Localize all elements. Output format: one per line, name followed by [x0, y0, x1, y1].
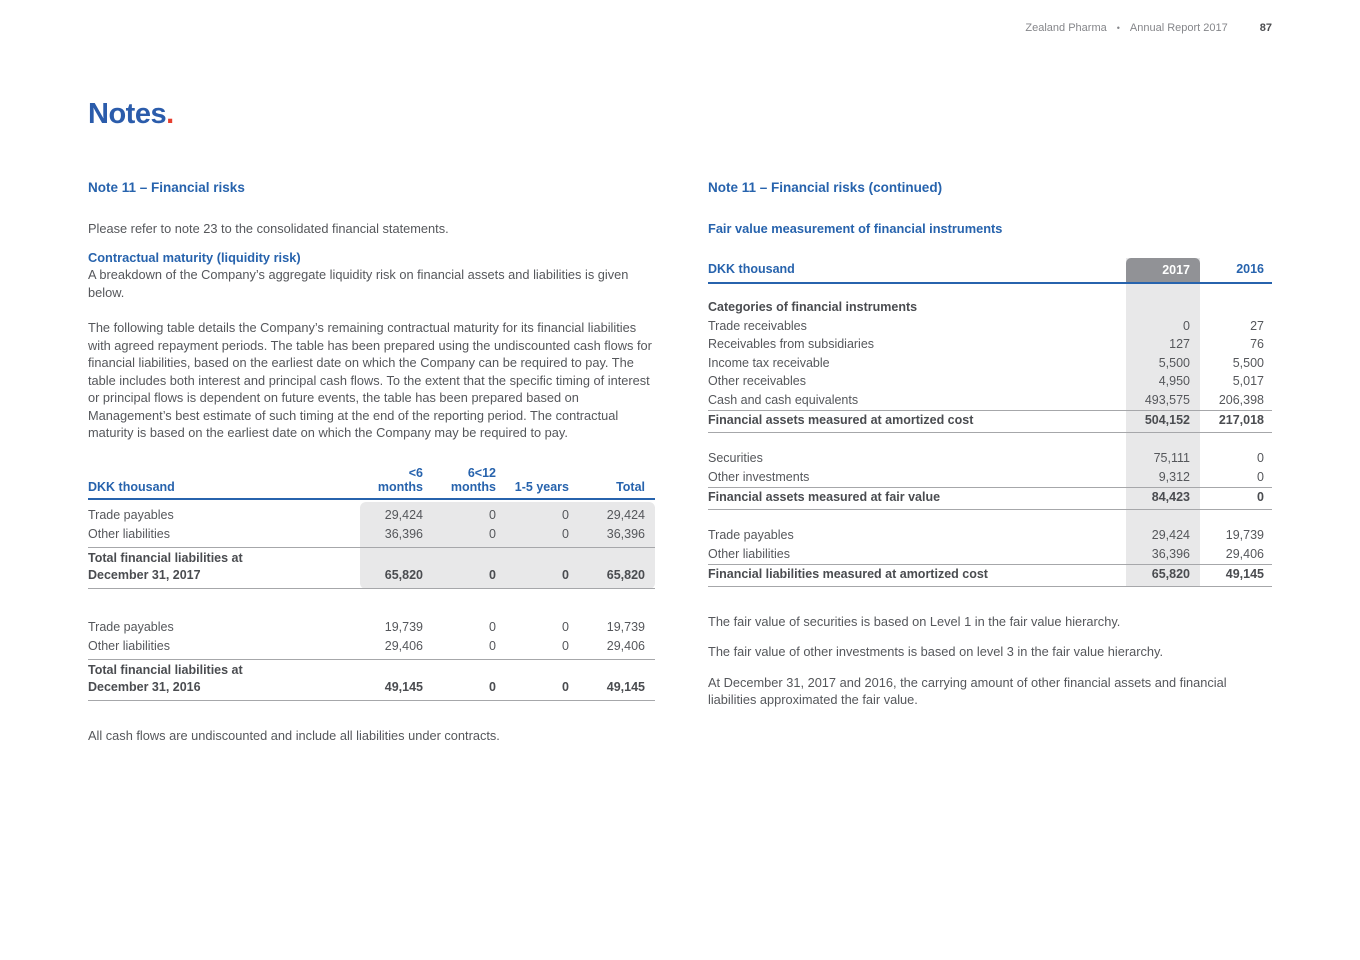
column-header-2017: 2017: [1126, 257, 1200, 282]
table-row: Trade receivables 0 27: [708, 318, 1264, 333]
table-row: Cash and cash equivalents 493,575 206,39…: [708, 392, 1264, 407]
fair-value-subheading: Fair value measurement of financial inst…: [708, 221, 1003, 236]
page-title-text: Notes: [88, 98, 167, 130]
column-header-unit: DKK thousand: [708, 261, 795, 276]
right-column: Note 11 – Financial risks (continued) Fa…: [708, 180, 1272, 722]
column-header-total: Total: [616, 479, 645, 494]
total-row-fair-value-assets: Financial assets measured at fair value …: [708, 486, 1272, 510]
page-title-period: .: [166, 98, 174, 130]
spacer: [708, 510, 1272, 527]
fair-value-table-header: DKK thousand 2017 2016: [708, 257, 1272, 284]
column-header-lt6-months: <6 months: [377, 465, 423, 494]
table-row: Other liabilities 29,406 0 0 29,406: [88, 639, 645, 654]
left-column: Note 11 – Financial risks Please refer t…: [88, 180, 655, 757]
spacer: [88, 500, 655, 507]
column-header-1-5-years: 1-5 years: [514, 479, 569, 494]
page-number: 87: [1259, 22, 1272, 34]
brand-name: Zealand Pharma: [1025, 22, 1107, 34]
fair-value-table: DKK thousand 2017 2016 Categories of fin…: [708, 257, 1272, 587]
table-row: Trade payables 19,739 0 0 19,739: [88, 620, 645, 635]
liquidity-subheading: Contractual maturity (liquidity risk): [88, 249, 301, 265]
intro-paragraph: Please refer to note 23 to the consolida…: [88, 221, 449, 236]
fair-value-paragraph-1: The fair value of securities is based on…: [708, 613, 1121, 629]
liquidity-paragraph-1: A breakdown of the Company’s aggregate l…: [88, 267, 629, 300]
fair-value-paragraph-2: The fair value of other investments is b…: [708, 644, 1164, 659]
liquidity-block-2017: Trade payables 29,424 0 0 29,424 Other l…: [88, 500, 655, 589]
liquidity-table-header: DKK thousand <6 months 6<12 months 1-5 y…: [88, 466, 655, 500]
spacer: [708, 433, 1272, 450]
total-row-2016: Total financial liabilities at December …: [88, 658, 655, 701]
column-header-6to12-months: 6<12 months: [450, 465, 496, 494]
fair-value-notes: The fair value of securities is based on…: [708, 613, 1272, 709]
table-row: Other liabilities 36,396 0 0 36,396: [88, 527, 645, 542]
table-row: Trade payables 29,424 0 0 29,424: [88, 508, 645, 523]
column-header-unit: DKK thousand: [88, 479, 175, 494]
table-row: Income tax receivable 5,500 5,500: [708, 355, 1264, 370]
page-header: Zealand Pharma • Annual Report 2017 87: [1025, 22, 1272, 34]
column-header-2016: 2016: [1236, 261, 1264, 276]
total-row-amortized-assets: Financial assets measured at amortized c…: [708, 409, 1272, 433]
report-name: Annual Report 2017: [1129, 22, 1228, 34]
cash-flows-footnote: All cash flows are undiscounted and incl…: [88, 727, 500, 743]
table-row: Securities 75,111 0: [708, 451, 1264, 465]
note-title-right: Note 11 – Financial risks (continued): [708, 180, 943, 195]
bullet-separator-icon: •: [1116, 23, 1120, 33]
total-row-amortized-liabilities: Financial liabilities measured at amorti…: [708, 563, 1272, 587]
table-row: Trade payables 29,424 19,739: [708, 528, 1264, 542]
note-title-left: Note 11 – Financial risks: [88, 180, 245, 195]
total-row-2017: Total financial liabilities at December …: [88, 546, 655, 589]
table-row: Receivables from subsidiaries 127 76: [708, 337, 1264, 351]
liquidity-table: DKK thousand <6 months 6<12 months 1-5 y…: [88, 466, 655, 701]
page-title: Notes.: [88, 98, 174, 131]
section-header-row: Categories of financial instruments: [708, 299, 918, 314]
liquidity-paragraph-2: The following table details the Company’…: [88, 320, 652, 440]
liquidity-block-2016: Trade payables 19,739 0 0 19,739 Other l…: [88, 619, 655, 701]
table-row: Other receivables 4,950 5,017: [708, 374, 1264, 388]
table-row: Other investments 9,312 0: [708, 469, 1264, 484]
table-row: Other liabilities 36,396 29,406: [708, 546, 1264, 561]
fair-value-paragraph-3: At December 31, 2017 and 2016, the carry…: [708, 674, 1227, 708]
